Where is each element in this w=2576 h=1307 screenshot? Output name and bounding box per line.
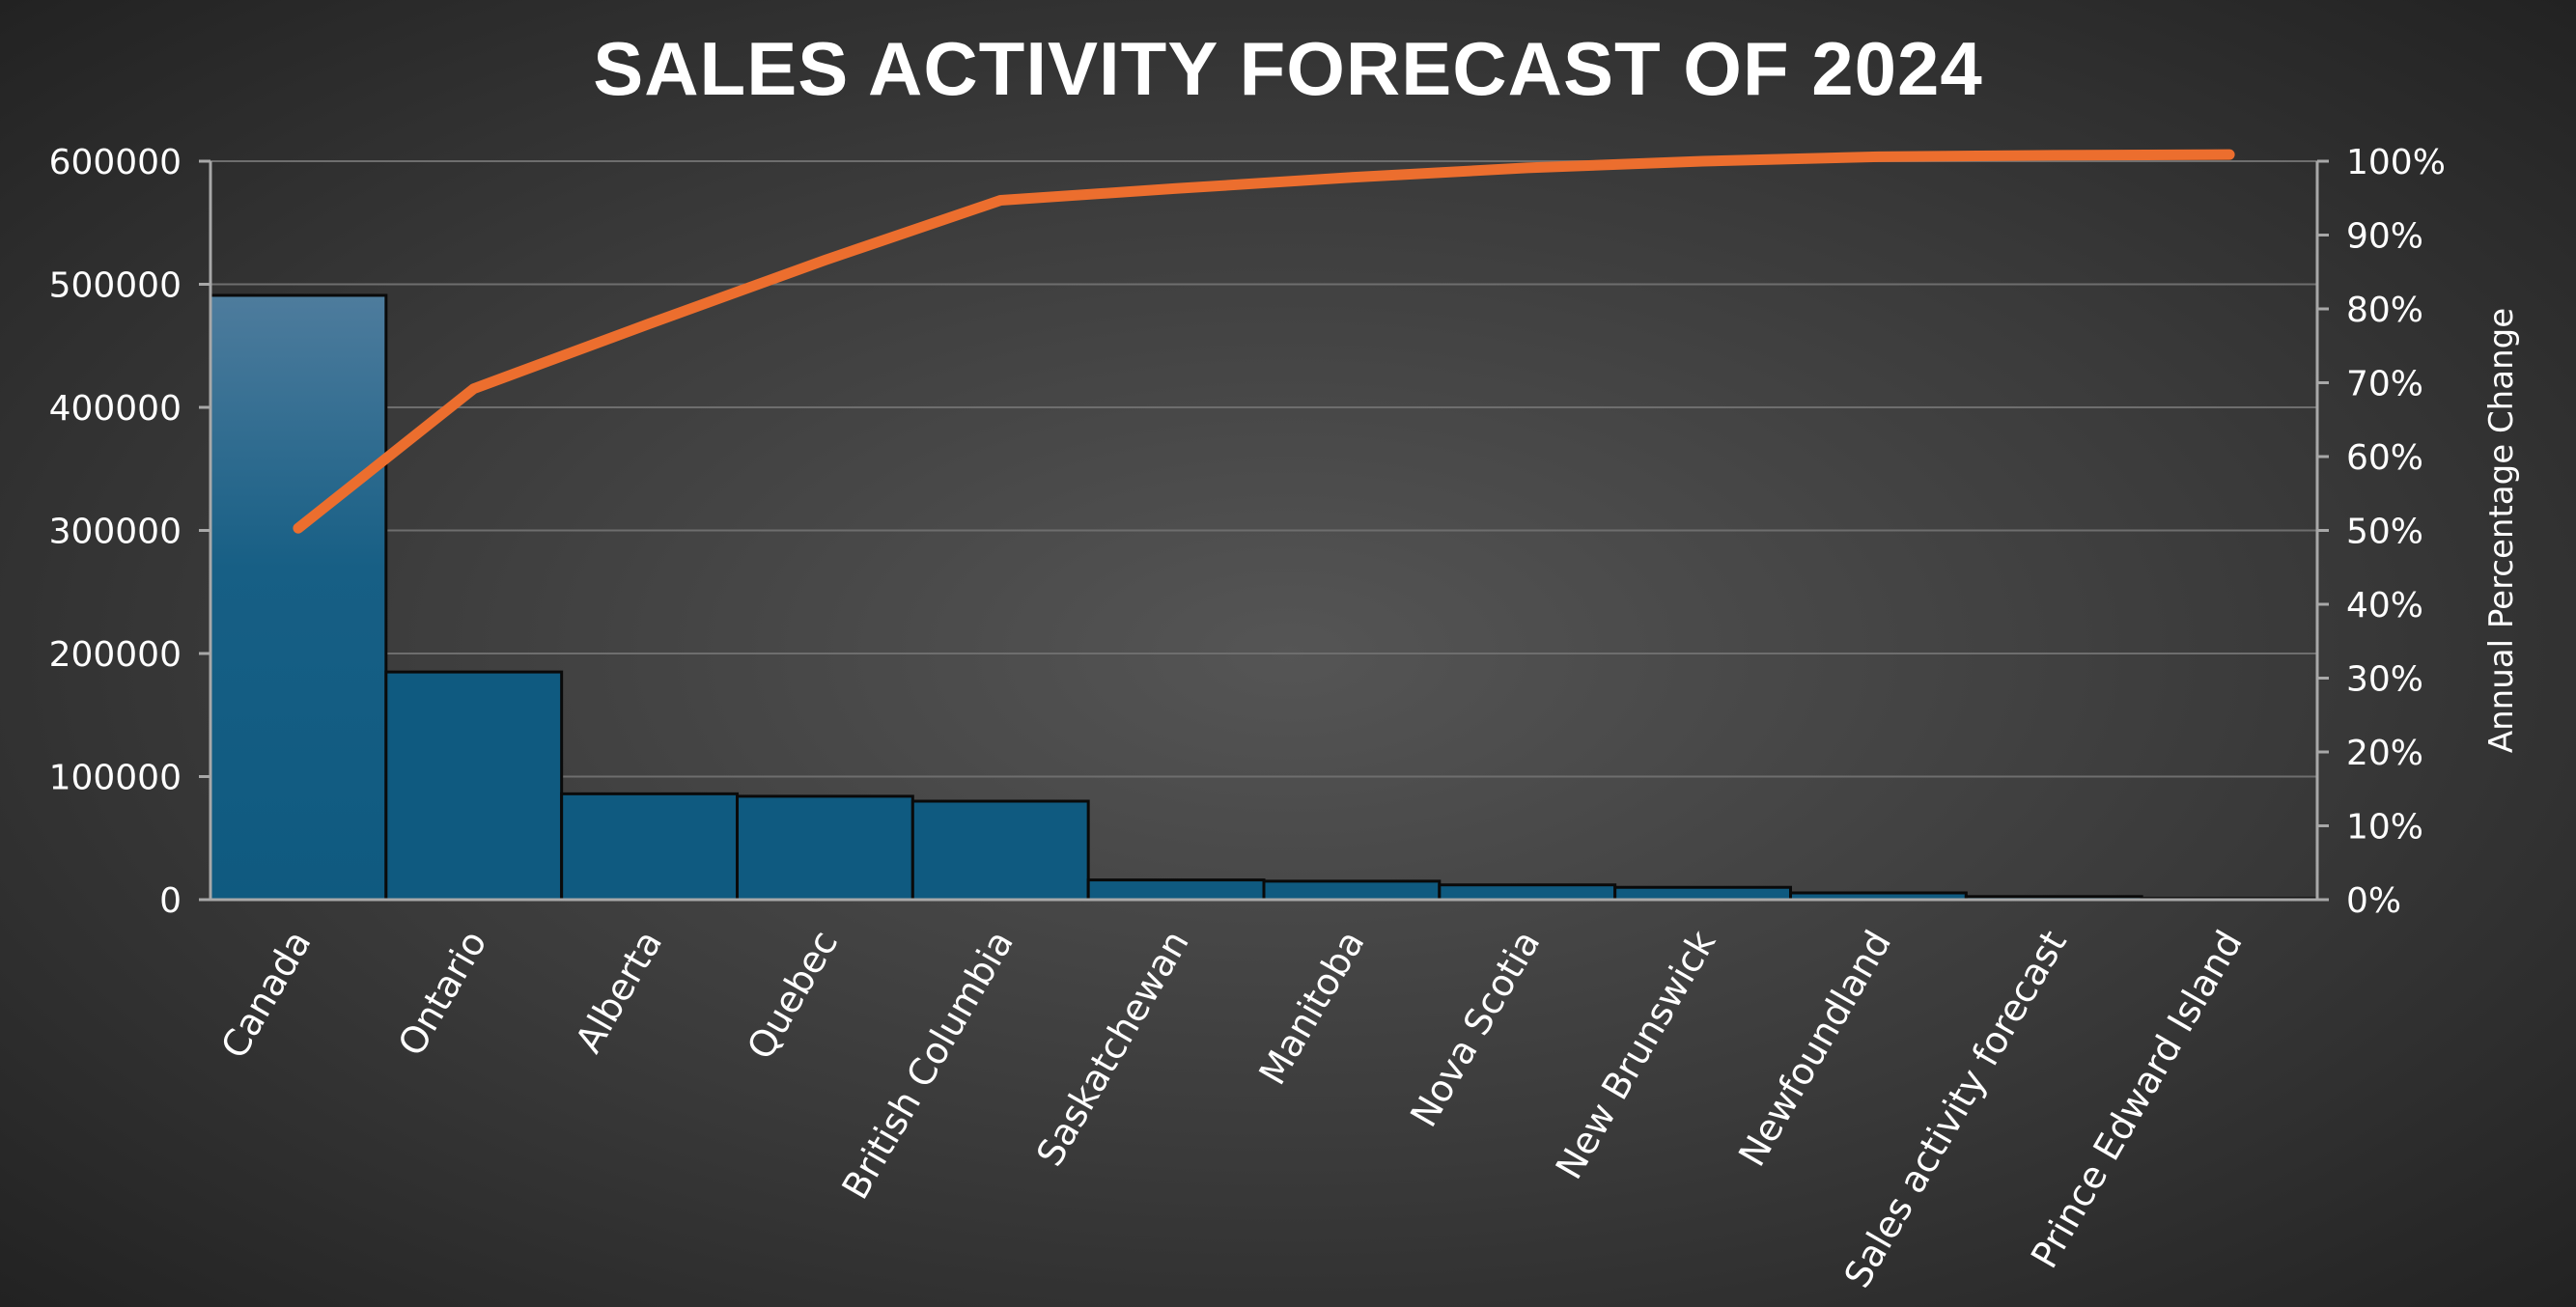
right-tick-label: 50% [2346,513,2423,552]
line-point [296,527,299,530]
cumulative-line-series [293,149,2235,534]
category-label: British Columbia [833,924,1022,1207]
right-tick-label: 30% [2346,660,2423,700]
bar-british-columbia [910,799,1090,902]
bar-quebec [736,794,914,902]
right-tick-label: 100% [2346,143,2446,182]
line-point [2053,153,2056,156]
line-point [1526,166,1528,169]
left-tick-label: 600000 [49,143,182,182]
left-tick-label: 300000 [49,513,182,552]
bar-series [209,293,2319,902]
right-axis-title: Annual Percentage Change [2482,308,2521,753]
cumulative-percentage-line [293,149,2235,534]
category-label: Quebec [739,924,846,1067]
bar-canada [209,293,388,902]
category-label: Newfoundland [1730,923,1899,1173]
left-tick-label: 0 [159,881,182,921]
line-point [1877,155,1880,158]
bar-saskatchewan [1086,878,1266,902]
bar-new-brunswick [1613,885,1792,902]
category-label: Manitoba [1250,924,1372,1093]
right-tick-label: 70% [2346,365,2423,404]
category-label: Nova Scotia [1402,924,1548,1134]
bar-alberta [560,792,740,902]
chart-title: SALES ACTIVITY FORECAST OF 2024 [593,26,1983,111]
line-point [472,387,475,390]
right-tick-label: 90% [2346,217,2423,257]
right-tick-label: 80% [2346,291,2423,330]
left-tick-label: 500000 [49,266,182,306]
left-tick-label: 100000 [49,759,182,798]
category-label: Alberta [567,924,670,1060]
axes [199,159,2329,902]
bar-manitoba [1262,879,1442,902]
category-label: Saskatchewan [1028,924,1197,1174]
line-point [999,199,1002,202]
left-tick-label: 200000 [49,635,182,675]
line-point [1175,187,1178,190]
line-point [1701,160,1704,162]
right-tick-label: 40% [2346,586,2423,626]
left-axis-ticks: 0 100000 200000 300000 400000 500000 600000 [49,143,182,921]
bar-ontario [384,670,564,902]
category-label: Ontario [390,924,495,1064]
bar-nova-scotia [1438,883,1617,902]
right-tick-label: 20% [2346,734,2423,773]
right-tick-label: 60% [2346,438,2423,478]
right-tick-label: 10% [2346,808,2423,848]
category-label: Canada [212,924,319,1066]
line-point [1350,176,1353,179]
category-label: New Brunswick [1548,924,1724,1186]
line-point [648,322,651,325]
left-tick-label: 400000 [49,389,182,429]
line-point [2228,153,2231,156]
line-point [824,259,826,262]
right-tick-label: 0% [2346,881,2401,921]
category-label: Prince Edward Island [2023,924,2251,1276]
right-axis-ticks: 0% 10% 20% 30% 40% 50% 60% 70% 80% 90% 100% [2346,143,2446,921]
